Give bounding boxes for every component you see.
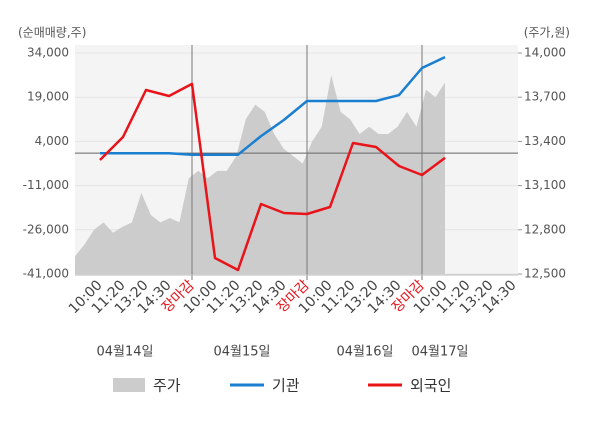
legend-swatch — [113, 378, 145, 392]
y2-tick-label: 13,100 — [524, 178, 566, 192]
y-tick-label: 34,000 — [27, 46, 69, 60]
y2-tick-label: 12,500 — [524, 267, 566, 281]
y-tick-label: 19,000 — [27, 90, 69, 104]
legend-label: 외국인 — [410, 377, 451, 395]
y2-tick-label: 14,000 — [524, 46, 566, 60]
y2-tick-label: 12,800 — [524, 222, 566, 236]
date-label: 04월14일 — [96, 345, 153, 360]
y2-axis-title: (주가,원) — [524, 26, 570, 40]
price-area — [75, 75, 445, 274]
legend-label: 기관 — [272, 377, 300, 395]
y2-tick-label: 13,700 — [524, 90, 566, 104]
series-line — [100, 55, 446, 156]
y-tick-label: -11,000 — [23, 178, 69, 192]
legend-label: 주가 — [153, 377, 181, 395]
date-label: 04월17일 — [411, 345, 468, 360]
date-label: 04월16일 — [336, 345, 393, 360]
y-tick-label: 4,000 — [35, 134, 69, 148]
y-axis-title: (순매매량,주) — [18, 26, 86, 40]
series-line — [99, 82, 446, 272]
y-tick-label: -26,000 — [23, 222, 69, 236]
date-label: 04월15일 — [213, 345, 270, 360]
y2-tick-label: 13,400 — [524, 134, 566, 148]
y-tick-label: -41,000 — [23, 267, 69, 281]
